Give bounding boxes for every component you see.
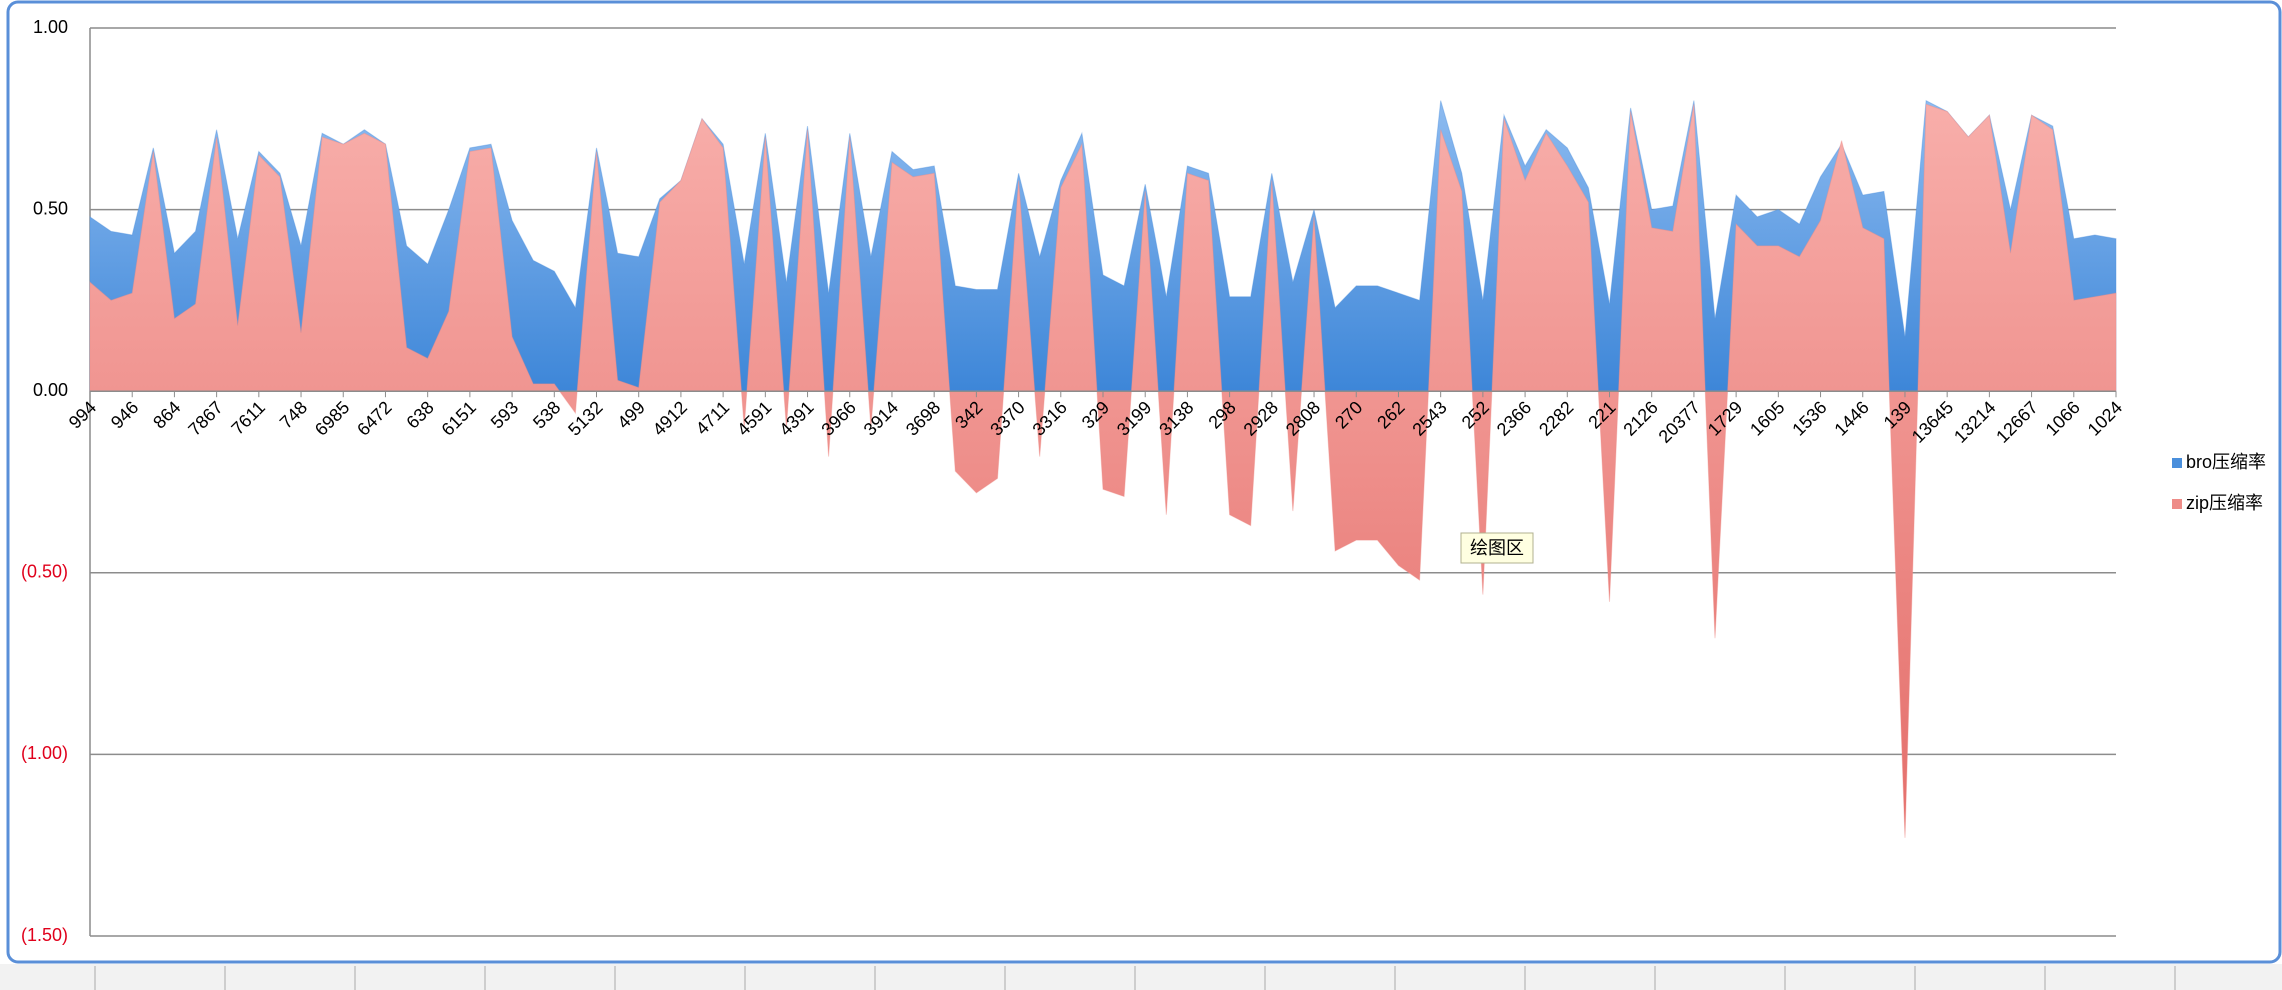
y-tick-label: (1.00) (21, 743, 68, 763)
y-tick-label: 0.50 (33, 198, 68, 218)
y-tick-label: (1.50) (21, 925, 68, 945)
area-series (89, 103, 2117, 838)
y-tick-label: 0.00 (33, 380, 68, 400)
legend-label: zip压缩率 (2186, 493, 2263, 513)
y-tick-label: 1.00 (33, 17, 68, 37)
legend-swatch (2172, 458, 2182, 468)
chart-frame (6, 0, 2282, 964)
y-tick-label: (0.50) (21, 562, 68, 582)
ruler (0, 964, 2282, 990)
ruler-ticks (94, 966, 2176, 990)
tooltip: 绘图区 (1470, 538, 1524, 558)
legend-swatch (2172, 499, 2182, 509)
legend-label: bro压缩率 (2186, 452, 2266, 472)
tooltip-box (1460, 532, 1534, 564)
